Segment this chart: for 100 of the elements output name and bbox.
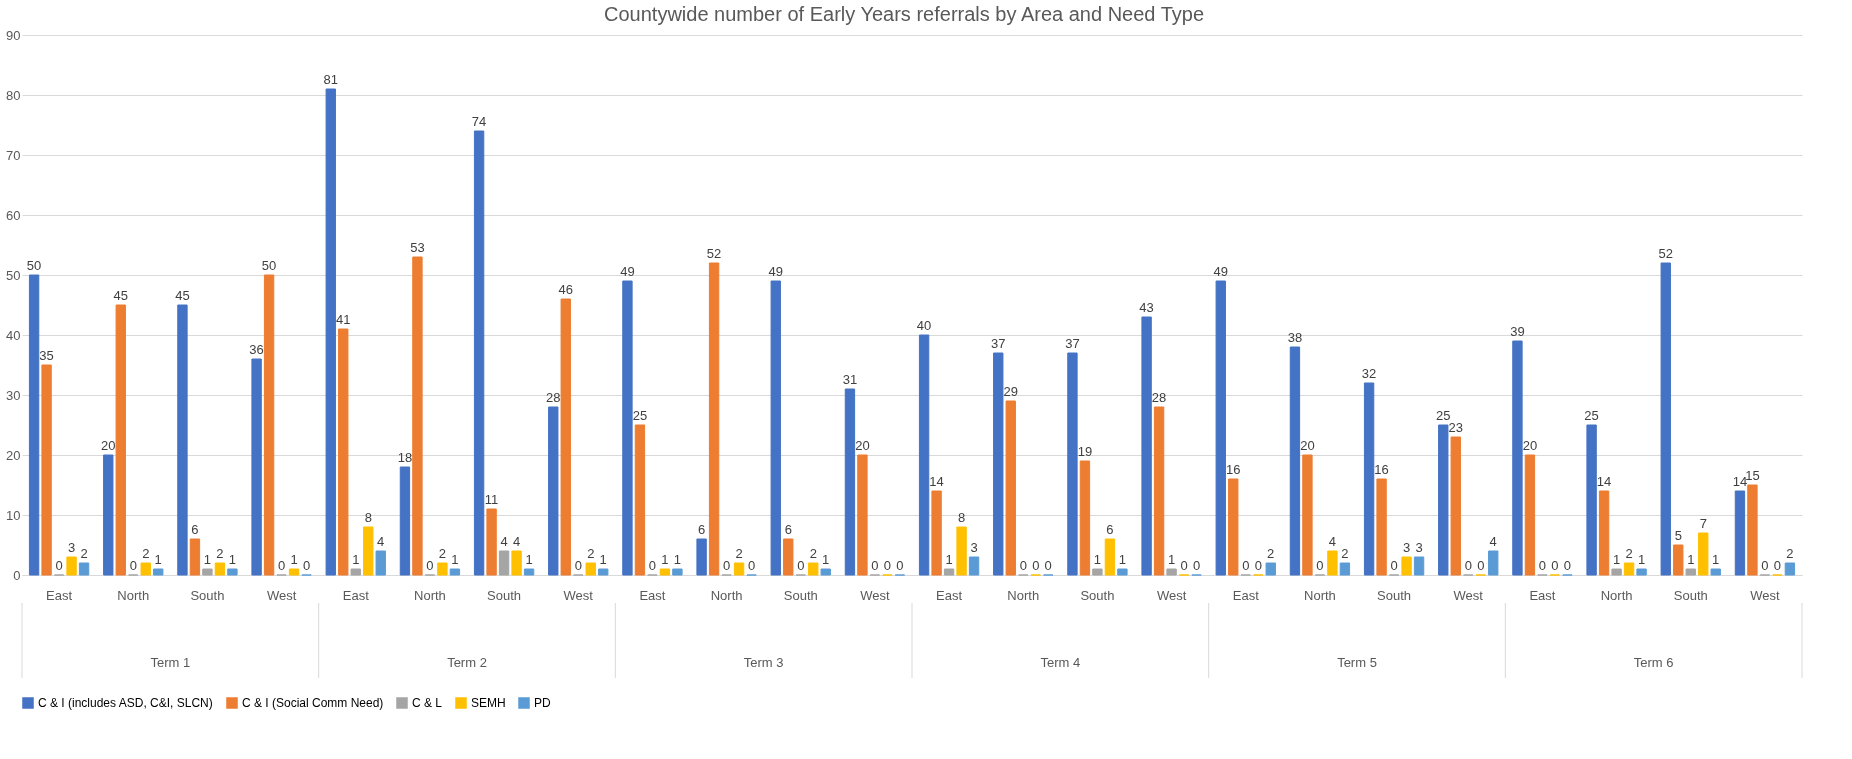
data-label: 0 — [1761, 558, 1769, 573]
data-label: 0 — [1180, 558, 1188, 573]
data-label: 0 — [1032, 558, 1040, 573]
data-label: 46 — [558, 282, 573, 297]
data-label: 0 — [1242, 558, 1250, 573]
data-label: 6 — [697, 522, 706, 537]
bar — [1153, 406, 1165, 576]
data-label: 1 — [290, 552, 298, 567]
data-label: 2 — [1267, 546, 1275, 561]
data-label: 39 — [1510, 324, 1525, 339]
data-label: 0 — [747, 558, 756, 573]
data-label: 1 — [599, 552, 607, 567]
data-label: 32 — [1361, 366, 1377, 381]
bar — [1363, 382, 1375, 576]
bar — [1660, 262, 1671, 576]
bar — [1512, 340, 1523, 576]
y-tick-label: 30 — [6, 387, 21, 403]
data-label: 50 — [26, 258, 42, 273]
x-tick-label: North — [1600, 587, 1633, 603]
data-label: 49 — [1213, 264, 1228, 279]
text: Term 5 — [1337, 655, 1377, 670]
data-label: 3 — [1415, 540, 1423, 555]
data-label: 1 — [228, 552, 237, 567]
data-label: 1 — [945, 552, 953, 567]
x-tick-label: West — [266, 587, 297, 603]
x-tick-label: South — [1673, 587, 1708, 603]
data-label: 0 — [277, 558, 286, 573]
bar — [1784, 562, 1796, 576]
data-label: 2 — [438, 546, 447, 561]
y-tick-label: 80 — [6, 87, 21, 103]
bar — [1327, 550, 1338, 576]
data-label: 2 — [587, 546, 595, 561]
bar — [28, 274, 40, 576]
data-label: 2 — [809, 546, 817, 561]
y-tick-label: 90 — [6, 27, 21, 43]
data-label: 0 — [1019, 558, 1027, 573]
bar — [1636, 568, 1647, 576]
data-label: 4 — [1489, 534, 1497, 549]
data-label: 0 — [129, 558, 137, 573]
data-label: 20 — [855, 438, 870, 453]
data-label: 4 — [512, 534, 521, 549]
bar — [931, 490, 942, 576]
bar — [1339, 562, 1351, 576]
bar — [1438, 424, 1449, 576]
y-tick-label: 10 — [6, 507, 21, 523]
data-label: 38 — [1287, 330, 1303, 345]
data-label: 5 — [1674, 528, 1682, 543]
bar — [227, 568, 238, 576]
data-label: 52 — [1658, 246, 1673, 261]
bar — [103, 454, 114, 576]
data-label: 14 — [929, 474, 944, 489]
bar — [1215, 280, 1226, 576]
data-label: 14 — [1732, 474, 1748, 489]
bar — [956, 526, 967, 576]
data-label: 1 — [1712, 552, 1720, 567]
bar — [708, 262, 720, 576]
x-tick-label: East — [639, 587, 666, 603]
data-label: 0 — [302, 558, 311, 573]
bar — [1734, 490, 1746, 576]
data-label: 2 — [216, 546, 224, 561]
x-tick-label: East — [342, 587, 370, 603]
text: Term 4 — [1040, 655, 1081, 670]
bar — [1488, 550, 1499, 576]
bar — [672, 568, 683, 576]
data-label: 1 — [822, 552, 830, 567]
bar — [1092, 568, 1103, 576]
bar — [263, 274, 275, 576]
data-label: 4 — [1328, 534, 1337, 549]
x-tick-label: West — [860, 587, 890, 603]
x-tick-label: South — [783, 587, 818, 603]
bar — [857, 454, 868, 576]
y-tick-label: 60 — [6, 207, 21, 223]
x-tick-label: South — [1080, 587, 1115, 603]
data-label: 15 — [1745, 468, 1760, 483]
bar — [1376, 478, 1387, 576]
bar — [523, 568, 535, 576]
bar — [1079, 460, 1091, 576]
legend-label: C & L — [412, 696, 443, 710]
data-label: 74 — [471, 114, 487, 129]
x-tick-label: North — [414, 587, 446, 603]
data-label: 0 — [871, 558, 879, 573]
data-label: 1 — [673, 552, 682, 567]
data-label: 1 — [1093, 552, 1102, 567]
text: Term 6 — [1633, 655, 1674, 670]
x-tick-label: South — [190, 587, 225, 603]
bar — [363, 526, 374, 576]
data-label: 45 — [113, 288, 128, 303]
x-tick-label: North — [1304, 587, 1336, 603]
data-label: 0 — [1773, 558, 1782, 573]
data-label: 45 — [175, 288, 190, 303]
bar — [1289, 346, 1301, 576]
data-label: 0 — [1563, 558, 1572, 573]
bar — [1005, 400, 1016, 576]
bar — [177, 304, 188, 576]
data-label: 1 — [1612, 552, 1621, 567]
data-label: 2 — [1786, 546, 1794, 561]
bar — [968, 556, 980, 576]
data-label: 0 — [1044, 558, 1052, 573]
data-label: 23 — [1448, 420, 1463, 435]
bar — [820, 568, 831, 576]
